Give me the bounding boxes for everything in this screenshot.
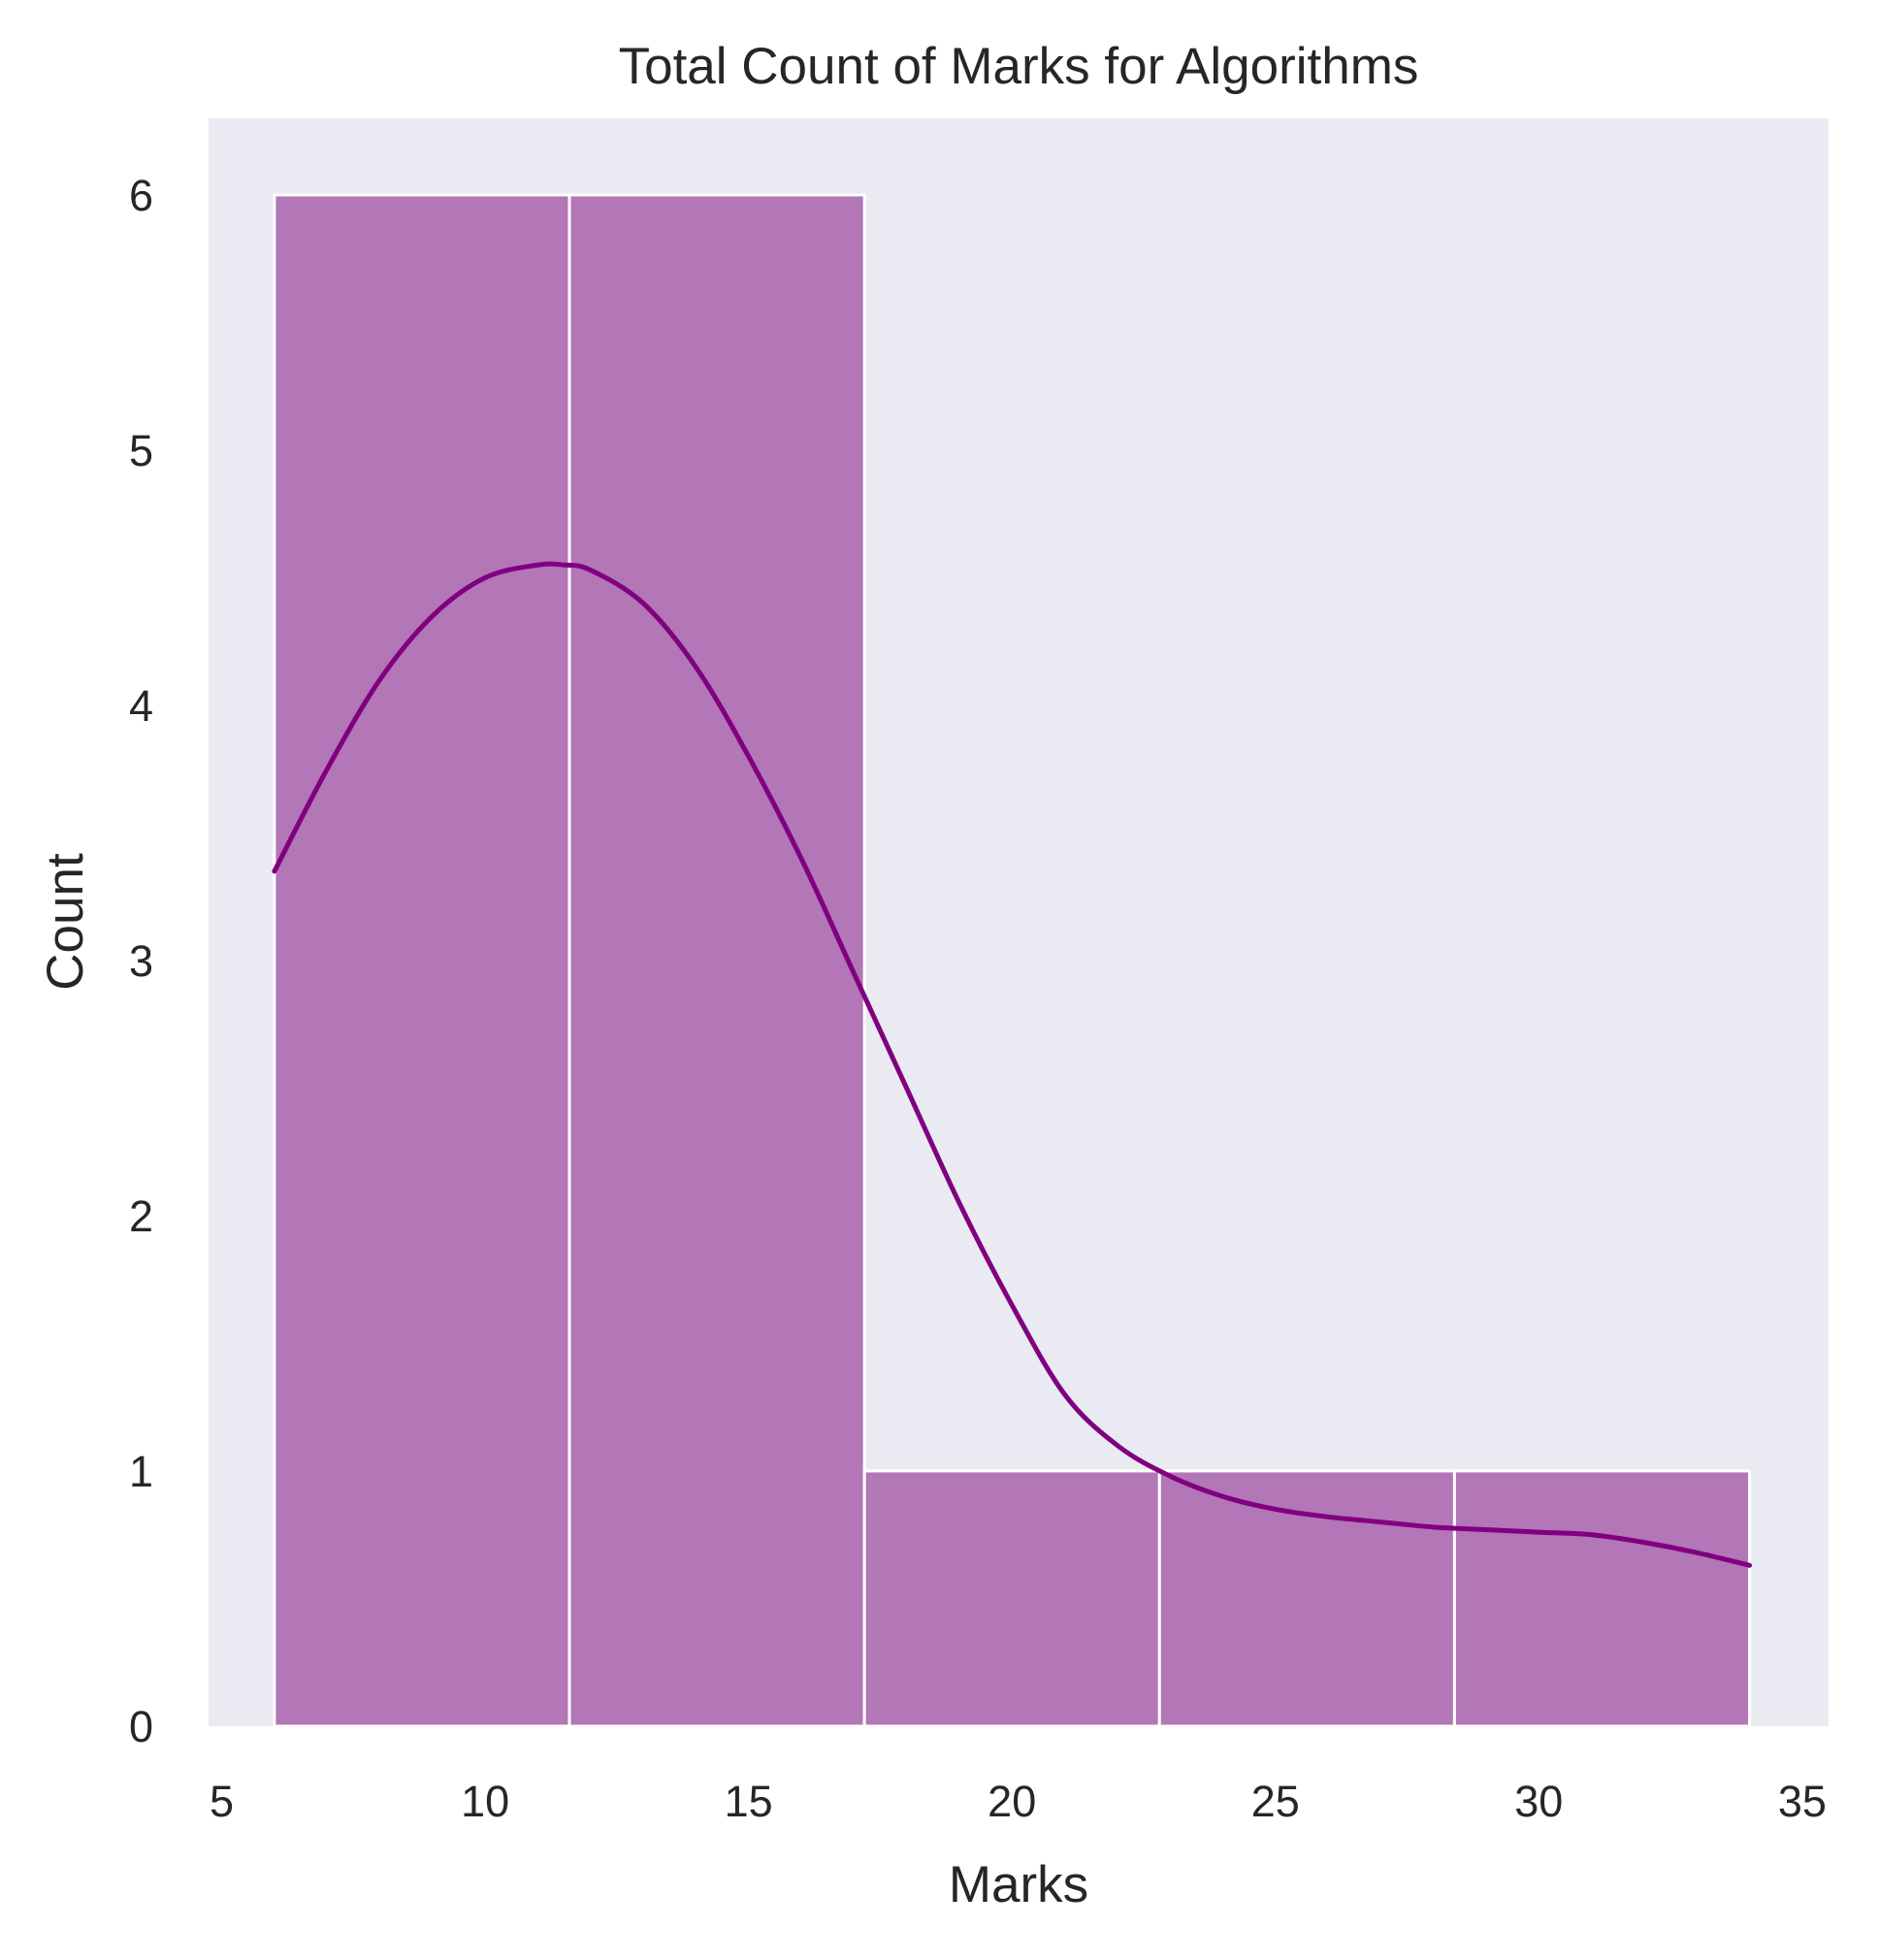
y-tick-label: 1	[129, 1447, 153, 1496]
x-tick-label: 25	[1251, 1777, 1300, 1826]
x-tick-label: 35	[1778, 1777, 1827, 1826]
x-tick-label: 20	[988, 1777, 1036, 1826]
y-axis-ticks: 0 1 2 3 4 5 6	[129, 171, 153, 1751]
x-axis-label: Marks	[949, 1856, 1088, 1913]
x-tick-label: 5	[210, 1777, 234, 1826]
histogram-bar-1	[273, 193, 571, 1728]
y-tick-label: 2	[129, 1192, 153, 1241]
x-tick-label: 30	[1514, 1777, 1563, 1826]
histogram-bar-3	[862, 1469, 1161, 1728]
chart-title: Total Count of Marks for Algorithms	[619, 38, 1419, 95]
x-tick-label: 15	[725, 1777, 773, 1826]
x-tick-label: 10	[461, 1777, 509, 1826]
x-axis-ticks: 5 10 15 20 25 30 35	[210, 1777, 1827, 1826]
y-tick-label: 5	[129, 426, 153, 475]
histogram-bar-2	[567, 193, 866, 1728]
y-tick-label: 0	[129, 1702, 153, 1751]
histogram-bar-4	[1157, 1469, 1456, 1728]
kde-curve	[272, 561, 1753, 1568]
histogram-bar-5	[1452, 1469, 1752, 1728]
y-axis-label: Count	[37, 853, 94, 991]
histogram-bars	[273, 193, 1752, 1728]
y-tick-label: 3	[129, 936, 153, 986]
y-tick-label: 4	[129, 681, 153, 731]
y-tick-label: 6	[129, 171, 153, 220]
